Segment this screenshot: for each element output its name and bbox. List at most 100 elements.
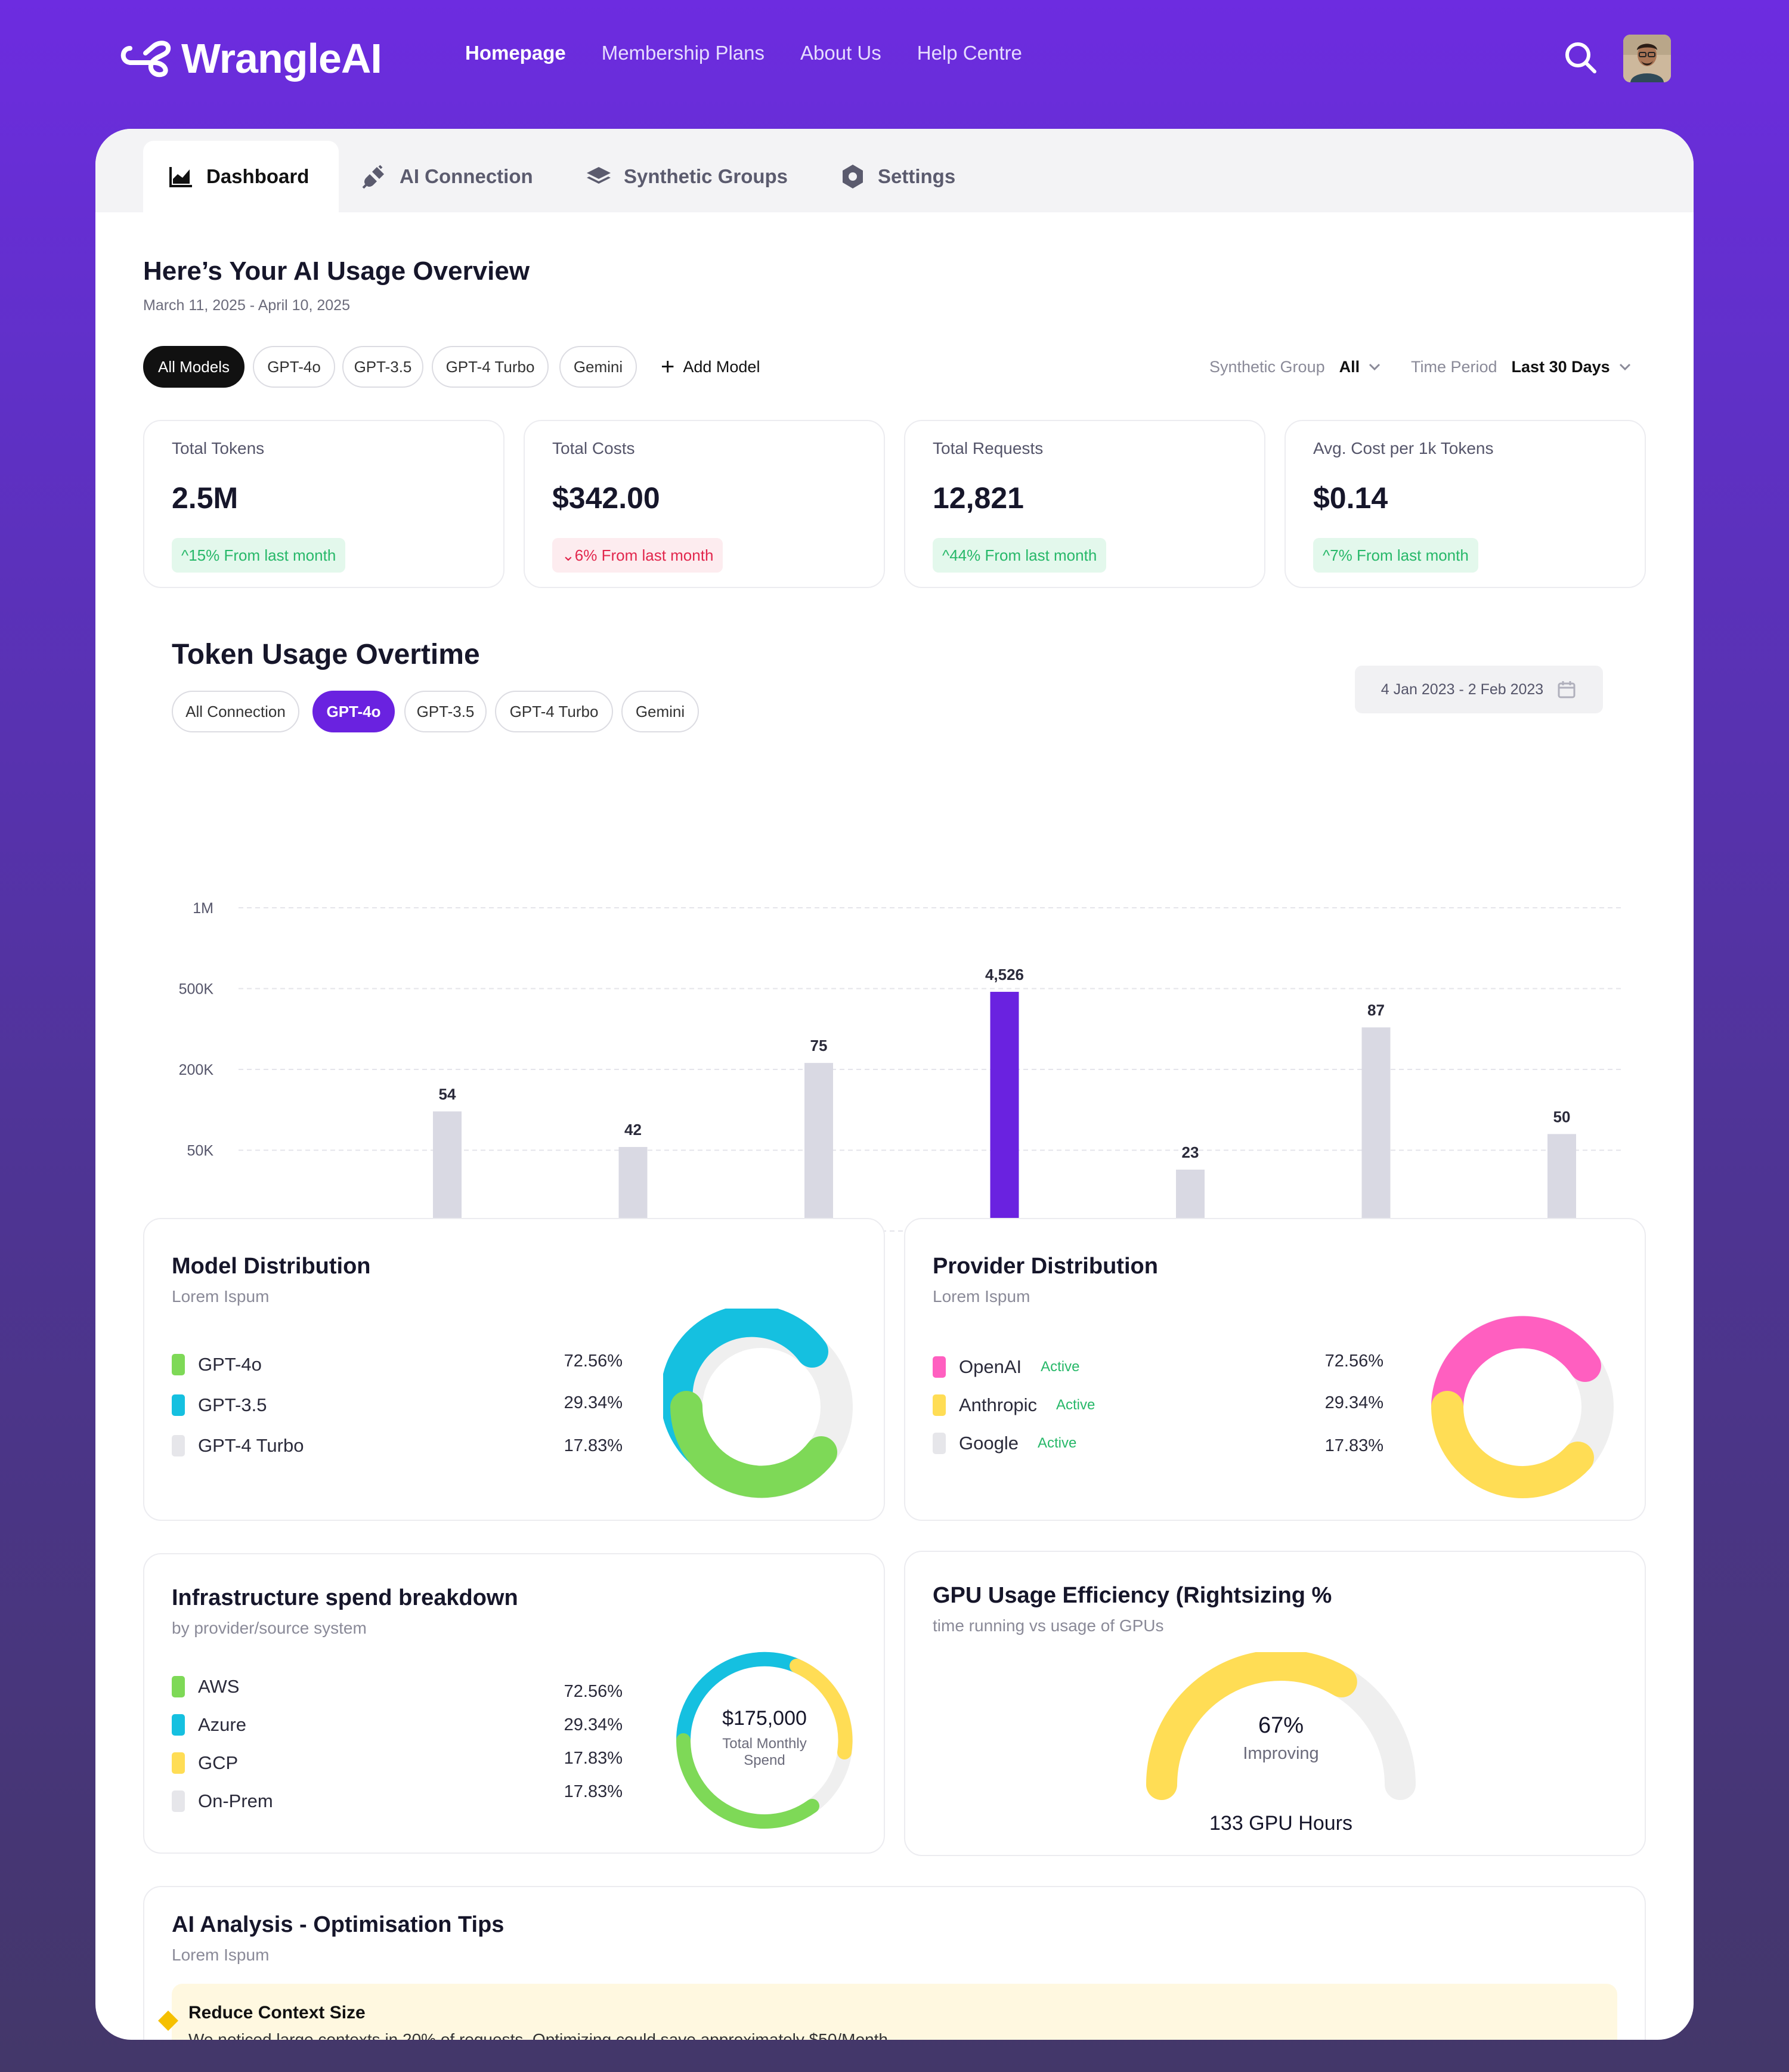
legend-swatch <box>933 1433 946 1454</box>
brand-logo[interactable]: WrangleAI <box>118 29 382 88</box>
card-title: GPU Usage Efficiency (Rightsizing % <box>933 1583 1332 1608</box>
model-pill-all-models[interactable]: All Models <box>143 346 244 388</box>
model-pill-gpt-4o[interactable]: GPT-4o <box>253 346 335 388</box>
legend-swatch <box>172 1394 185 1416</box>
legend-label: Azure <box>198 1714 246 1735</box>
user-avatar[interactable] <box>1623 35 1671 82</box>
legend-label: Anthropic <box>959 1394 1037 1415</box>
nav-link-help-centre[interactable]: Help Centre <box>917 42 1022 64</box>
card-subtitle: time running vs usage of GPUs <box>933 1616 1164 1635</box>
layers-icon <box>587 167 611 184</box>
model-pill-gpt-4-turbo[interactable]: GPT-4 Turbo <box>432 346 549 388</box>
provider-donut-chart <box>1431 1316 1614 1498</box>
stat-title: Total Costs <box>552 439 635 457</box>
connection-pill-gemini[interactable]: Gemini <box>621 691 699 732</box>
search-icon[interactable] <box>1562 39 1598 75</box>
provider-distribution-card: Provider Distribution Lorem Ispum OpenAI… <box>904 1218 1646 1521</box>
tab-label: Dashboard <box>206 165 309 187</box>
page-title: Here’s Your AI Usage Overview <box>143 256 530 286</box>
legend-item-google: Google Active <box>933 1430 1076 1456</box>
tab-synthetic-groups[interactable]: Synthetic Groups <box>586 141 788 212</box>
bar[interactable] <box>990 991 1019 1231</box>
bar[interactable] <box>433 1111 462 1231</box>
tab-label: AI Connection <box>400 165 533 187</box>
bar[interactable] <box>618 1147 648 1231</box>
legend-item-gpt-4-turbo: GPT-4 Turbo <box>172 1433 304 1459</box>
gpu-hours: 133 GPU Hours <box>1209 1812 1352 1835</box>
nav-link-homepage[interactable]: Homepage <box>465 42 566 64</box>
stat-title: Total Requests <box>933 439 1044 457</box>
legend-value: 17.83% <box>1324 1436 1383 1455</box>
model-pill-gpt-3-5[interactable]: GPT-3.5 <box>342 346 423 388</box>
chart-date-range-picker[interactable]: 4 Jan 2023 - 2 Feb 2023 <box>1355 666 1603 713</box>
trend-badge: ^15% From last month <box>172 538 346 573</box>
legend-swatch <box>172 1354 185 1375</box>
tab-bar: Dashboard AI Connection Synthetic Groups <box>95 129 1694 212</box>
stat-card-total-tokens: Total Tokens 2.5M ^15% From last month <box>143 420 504 588</box>
y-tick-label: 500K <box>179 981 214 998</box>
connection-pill-all-connection[interactable]: All Connection <box>172 691 299 732</box>
connection-pill-gpt-4-turbo[interactable]: GPT-4 Turbo <box>495 691 613 732</box>
donut-segment-aws <box>676 1733 819 1829</box>
legend-swatch <box>172 1752 185 1774</box>
time-period-filter[interactable]: Time Period Last 30 Days <box>1411 346 1633 388</box>
legend-item-azure: Azure <box>172 1712 246 1738</box>
dashboard-panel: Dashboard AI Connection Synthetic Groups <box>95 129 1694 2040</box>
y-tick-label: 200K <box>179 1062 214 1078</box>
donut-segment-gcp <box>790 1659 853 1759</box>
nav-link-membership-plans[interactable]: Membership Plans <box>601 42 764 64</box>
legend-value: 17.83% <box>564 1436 623 1455</box>
gear-icon <box>843 165 863 188</box>
y-tick-label: 1M <box>193 900 213 917</box>
connection-pill-gpt-3-5[interactable]: GPT-3.5 <box>404 691 487 732</box>
tab-dashboard[interactable]: Dashboard <box>143 141 339 212</box>
tab-settings[interactable]: Settings <box>840 141 955 212</box>
legend-label: GPT-4 Turbo <box>198 1435 304 1456</box>
connection-pill-gpt-4o[interactable]: GPT-4o <box>312 691 395 732</box>
legend-value: 29.34% <box>564 1715 623 1734</box>
card-title: Provider Distribution <box>933 1254 1158 1279</box>
model-donut-chart <box>663 1309 853 1498</box>
model-pill-gemini[interactable]: Gemini <box>559 346 637 388</box>
legend-swatch <box>172 1790 185 1812</box>
stat-title: Total Tokens <box>172 439 265 457</box>
total-spend-label-line2: Spend <box>744 1752 785 1768</box>
stat-card-total-requests: Total Requests 12,821 ^44% From last mon… <box>904 420 1265 588</box>
synthetic-group-filter[interactable]: Synthetic Group All <box>1209 346 1382 388</box>
bar[interactable] <box>804 1063 833 1231</box>
bar-value-label: 4,526 <box>985 966 1024 984</box>
tab-ai-connection[interactable]: AI Connection <box>361 141 533 212</box>
legend-item-gcp: GCP <box>172 1750 238 1776</box>
gpu-efficiency-value: 67% <box>1258 1713 1304 1738</box>
trend-badge: ⌄6% From last month <box>552 538 723 573</box>
card-subtitle: Lorem Ispum <box>933 1287 1030 1306</box>
legend-label: GPT-4o <box>198 1354 262 1375</box>
donut-segment-azure <box>676 1652 804 1748</box>
bar-value-label: 23 <box>1182 1143 1199 1161</box>
tip-text: We noticed large contexts in 20% of requ… <box>188 2030 888 2040</box>
bar[interactable] <box>1361 1027 1391 1231</box>
optimisation-tip[interactable]: Reduce Context Size We noticed large con… <box>172 1984 1617 2040</box>
time-period-value: Last 30 Days <box>1511 357 1610 376</box>
bar-value-label: 75 <box>810 1037 828 1054</box>
add-model-button[interactable]: + Add Model <box>661 346 760 388</box>
legend-value: 17.83% <box>564 1749 623 1768</box>
brand-name: WrangleAI <box>181 35 382 82</box>
legend-value: 72.56% <box>564 1352 623 1371</box>
bar-value-label: 42 <box>624 1121 642 1139</box>
stat-value: $342.00 <box>552 481 660 515</box>
bar[interactable] <box>1547 1134 1576 1231</box>
legend-swatch <box>172 1676 185 1697</box>
top-navigation: WrangleAI Homepage Membership Plans Abou… <box>0 0 1789 119</box>
chevron-down-icon <box>1619 363 1630 371</box>
legend-value: 72.56% <box>1324 1352 1383 1371</box>
total-spend-label-line1: Total Monthly <box>722 1736 807 1752</box>
chevron-down-icon <box>1369 363 1381 371</box>
legend-item-openai: OpenAI Active <box>933 1354 1079 1380</box>
time-period-label: Time Period <box>1411 357 1497 376</box>
plug-icon <box>362 165 384 189</box>
nav-link-about-us[interactable]: About Us <box>800 42 881 64</box>
donut-segment-gpt-4o <box>670 1391 837 1498</box>
synthetic-group-value: All <box>1339 357 1360 376</box>
token-usage-title: Token Usage Overtime <box>172 639 480 670</box>
